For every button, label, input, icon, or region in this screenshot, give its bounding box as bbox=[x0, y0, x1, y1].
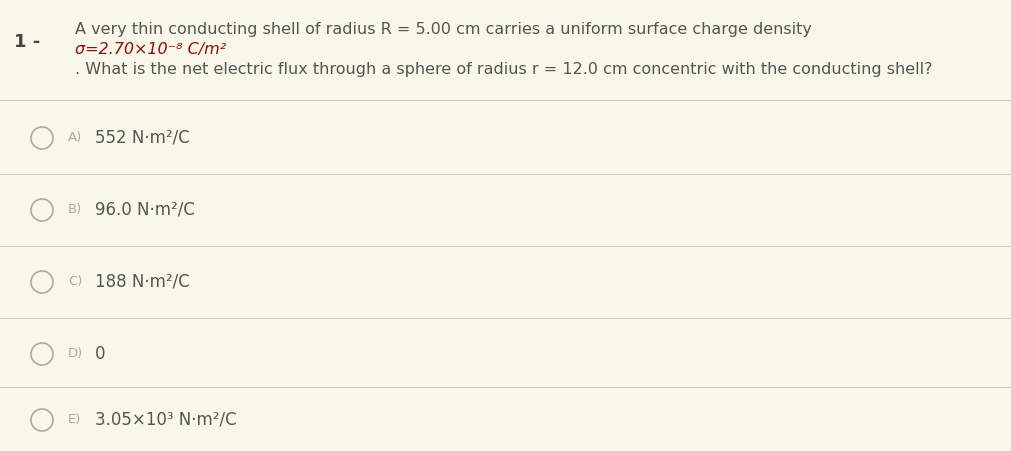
Text: 0: 0 bbox=[95, 345, 105, 363]
Text: 3.05×10³ N·m²/C: 3.05×10³ N·m²/C bbox=[95, 411, 237, 429]
Text: A very thin conducting shell of radius R = 5.00 cm carries a uniform surface cha: A very thin conducting shell of radius R… bbox=[75, 22, 812, 37]
Text: σ=2.70×10⁻⁸ C/m²: σ=2.70×10⁻⁸ C/m² bbox=[75, 42, 226, 57]
Text: 96.0 N·m²/C: 96.0 N·m²/C bbox=[95, 201, 195, 219]
Text: . What is the net electric flux through a sphere of radius r = 12.0 cm concentri: . What is the net electric flux through … bbox=[75, 62, 932, 77]
Text: 552 N·m²/C: 552 N·m²/C bbox=[95, 129, 190, 147]
Text: D): D) bbox=[68, 348, 83, 360]
Text: A): A) bbox=[68, 132, 82, 144]
Text: 1 -: 1 - bbox=[14, 33, 40, 51]
Text: B): B) bbox=[68, 203, 82, 216]
Text: C): C) bbox=[68, 276, 82, 289]
Text: 188 N·m²/C: 188 N·m²/C bbox=[95, 273, 190, 291]
Text: E): E) bbox=[68, 414, 81, 427]
